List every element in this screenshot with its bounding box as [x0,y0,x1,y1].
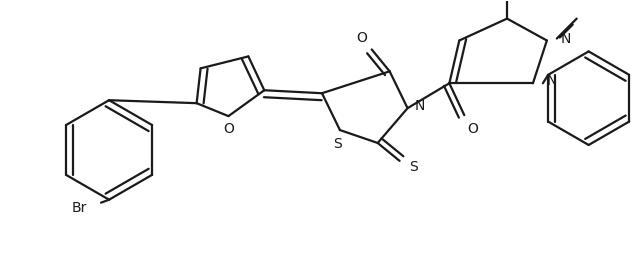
Text: N: N [547,74,557,88]
Text: N: N [561,31,571,46]
Text: O: O [467,122,477,136]
Text: Br: Br [72,201,87,215]
Text: O: O [356,31,367,44]
Text: S: S [409,160,418,174]
Text: S: S [333,137,342,151]
Text: N: N [414,99,425,113]
Text: O: O [223,122,234,136]
